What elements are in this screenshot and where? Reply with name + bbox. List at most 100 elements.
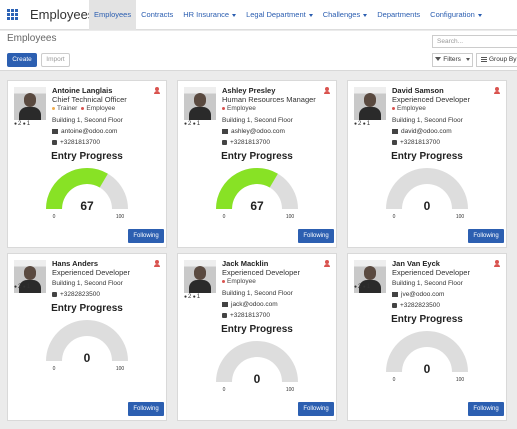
employee-phone: +3282823500 — [52, 291, 100, 298]
gauge-value: 0 — [424, 199, 431, 213]
following-button[interactable]: Following — [298, 402, 334, 416]
employee-location: Building 1, Second Floor — [52, 280, 123, 287]
following-button[interactable]: Following — [468, 229, 504, 243]
menu-label: Configuration — [430, 10, 475, 19]
filters-button[interactable]: Filters — [432, 53, 473, 67]
employee-phone: +3281813700 — [222, 139, 270, 146]
avatar-head — [194, 266, 206, 280]
entry-progress-gauge: 67 0 100 — [46, 168, 128, 220]
employee-phone: +3281813700 — [52, 139, 100, 146]
employee-location: Building 1, Second Floor — [52, 117, 123, 124]
avatar — [14, 260, 46, 293]
avatar — [354, 87, 386, 120]
following-button[interactable]: Following — [468, 402, 504, 416]
menu-employees[interactable]: Employees — [89, 0, 137, 30]
gauge-max-label: 100 — [456, 214, 465, 220]
avatar-body — [359, 280, 381, 293]
employee-location: Building 1, Second Floor — [392, 280, 463, 287]
phone-text: +3281813700 — [400, 139, 440, 146]
gauge-min-label: 0 — [223, 387, 226, 393]
employee-email[interactable]: antoine@odoo.com — [52, 128, 117, 135]
employee-card[interactable]: Ashley Presley Human Resources Manager Emp… — [177, 80, 337, 248]
menu-label: Contracts — [141, 10, 174, 19]
members-icon: ● — [191, 121, 196, 127]
menu-challenges[interactable]: Challenges — [318, 0, 373, 30]
apps-grid-icon[interactable] — [7, 9, 18, 20]
menu-departments[interactable]: Departments — [372, 0, 425, 30]
avatar — [14, 87, 46, 120]
employee-name[interactable]: Jan Van Eyck — [392, 259, 440, 268]
members-icon: ● — [191, 294, 196, 300]
gauge-value: 67 — [250, 199, 264, 213]
employee-job: Chief Technical Officer — [52, 95, 127, 104]
gauge-value: 0 — [254, 372, 261, 386]
comments-icon: ● — [14, 121, 18, 127]
employee-name[interactable]: Ashley Presley — [222, 86, 276, 95]
employee-card[interactable]: Jack Macklin Experienced Developer Employe… — [177, 253, 337, 421]
employee-name[interactable]: David Samson — [392, 86, 444, 95]
entry-progress-gauge: 0 0 100 — [386, 168, 468, 220]
members-value: 1 — [196, 121, 201, 127]
employee-card[interactable]: Jan Van Eyck Experienced Developer ●2 ●1 Bu… — [347, 253, 507, 421]
following-button[interactable]: Following — [128, 402, 164, 416]
caret-down-icon — [477, 13, 482, 17]
menu-configuration[interactable]: Configuration — [425, 0, 487, 30]
tag-label: Employee — [86, 105, 116, 112]
followers-value: 2 — [188, 121, 192, 127]
email-text: antoine@odoo.com — [61, 128, 118, 135]
menu-label: Challenges — [322, 10, 361, 19]
employee-card[interactable]: Hans Anders Experienced Developer ●2 ●1 Bui… — [7, 253, 167, 421]
user-status-icon — [494, 260, 500, 267]
gauge-value: 0 — [424, 362, 431, 376]
gauge-value: 0 — [84, 351, 91, 365]
entry-progress-gauge: 67 0 100 — [216, 168, 298, 220]
employee-phone: +3282823500 — [392, 302, 440, 309]
following-button[interactable]: Following — [128, 229, 164, 243]
avatar-head — [24, 93, 36, 107]
menu-label: HR Insurance — [183, 10, 230, 19]
following-button[interactable]: Following — [298, 229, 334, 243]
employee-email[interactable]: david@odoo.com — [392, 128, 452, 135]
gauge-min-label: 0 — [53, 366, 56, 372]
employee-card[interactable]: Antoine Langlais Chief Technical Officer T… — [7, 80, 167, 248]
followers-value: 2 — [18, 121, 22, 127]
employee-location: Building 1, Second Floor — [222, 117, 293, 124]
create-button[interactable]: Create — [7, 53, 37, 67]
employee-email[interactable]: jack@odoo.com — [222, 301, 278, 308]
employee-email[interactable]: jve@odoo.com — [392, 291, 444, 298]
menu-hr-insurance[interactable]: HR Insurance — [178, 0, 241, 30]
groupby-button[interactable]: Group By — [476, 53, 517, 67]
entry-progress-gauge: 0 0 100 — [46, 320, 128, 372]
gauge-track — [386, 168, 468, 209]
user-status-icon — [494, 87, 500, 94]
avatar-body — [189, 107, 211, 120]
menu-contracts[interactable]: Contracts — [136, 0, 178, 30]
gauge-min-label: 0 — [393, 214, 396, 220]
employee-tags: Employee — [222, 105, 260, 112]
breadcrumb: Employees — [7, 33, 57, 44]
avatar-head — [364, 266, 376, 280]
user-status-icon — [324, 260, 330, 267]
gauge-max-label: 100 — [286, 214, 295, 220]
gauge-max-label: 100 — [116, 366, 125, 372]
phone-text: +3282823500 — [60, 291, 100, 298]
employee-email[interactable]: ashley@odoo.com — [222, 128, 285, 135]
members-icon: ● — [361, 284, 366, 290]
employee-name[interactable]: Antoine Langlais — [52, 86, 113, 95]
employee-name[interactable]: Jack Macklin — [222, 259, 269, 268]
user-status-icon — [154, 260, 160, 267]
menu-legal-department[interactable]: Legal Department — [241, 0, 318, 30]
phone-text: +3282823500 — [400, 302, 440, 309]
menu-label: Legal Department — [246, 10, 306, 19]
gauge-max-label: 100 — [116, 214, 125, 220]
import-button[interactable]: Import — [41, 53, 70, 67]
main-menu: Employees Contracts HR Insurance Legal D… — [89, 0, 487, 30]
employee-location: Building 1, Second Floor — [222, 290, 293, 297]
employee-name[interactable]: Hans Anders — [52, 259, 98, 268]
comments-icon: ● — [354, 121, 358, 127]
search-input[interactable]: Search... — [432, 35, 517, 48]
employee-card[interactable]: David Samson Experienced Developer Employe… — [347, 80, 507, 248]
tag-dot-icon — [222, 279, 225, 283]
phone-icon — [222, 312, 227, 318]
followers-count: ●2 ●1 — [354, 121, 370, 127]
